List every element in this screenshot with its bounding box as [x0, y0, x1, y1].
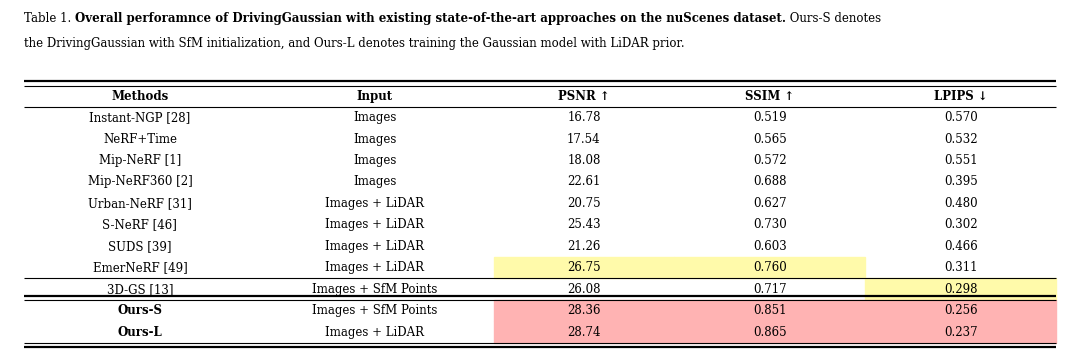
Text: Images: Images — [353, 133, 396, 146]
Text: 20.75: 20.75 — [567, 197, 600, 210]
Text: 21.26: 21.26 — [567, 240, 600, 253]
Text: the DrivingGaussian with SfM initialization, and Ours-L denotes training the Gau: the DrivingGaussian with SfM initializat… — [24, 37, 685, 50]
Text: 0.311: 0.311 — [944, 261, 977, 274]
Text: Table 1.: Table 1. — [24, 12, 75, 25]
Text: 22.61: 22.61 — [567, 176, 600, 188]
Text: Images: Images — [353, 176, 396, 188]
Bar — [865, 279, 1056, 300]
Bar — [865, 300, 1056, 321]
Text: NeRF+Time: NeRF+Time — [103, 133, 177, 146]
Text: 3D-GS [13]: 3D-GS [13] — [107, 283, 173, 296]
Text: 28.74: 28.74 — [567, 326, 600, 339]
Text: 0.298: 0.298 — [944, 283, 977, 296]
Bar — [494, 321, 674, 343]
Text: 0.551: 0.551 — [944, 154, 977, 167]
Text: 18.08: 18.08 — [567, 154, 600, 167]
Text: 0.302: 0.302 — [944, 218, 977, 231]
Text: Overall perforamnce of DrivingGaussian with existing state-of-the-art approaches: Overall perforamnce of DrivingGaussian w… — [75, 12, 786, 25]
Text: 0.603: 0.603 — [753, 240, 786, 253]
Bar — [494, 257, 674, 279]
Text: 0.688: 0.688 — [753, 176, 786, 188]
Text: Images: Images — [353, 111, 396, 124]
Text: PSNR ↑: PSNR ↑ — [558, 90, 610, 103]
Bar — [674, 257, 865, 279]
Text: LPIPS ↓: LPIPS ↓ — [934, 90, 987, 103]
Text: 0.519: 0.519 — [753, 111, 786, 124]
Text: Images + LiDAR: Images + LiDAR — [325, 240, 424, 253]
Text: Images: Images — [353, 154, 396, 167]
Text: 0.717: 0.717 — [753, 283, 786, 296]
Text: 0.627: 0.627 — [753, 197, 786, 210]
Text: Images + LiDAR: Images + LiDAR — [325, 197, 424, 210]
Text: Urban-NeRF [31]: Urban-NeRF [31] — [87, 197, 192, 210]
Text: EmerNeRF [49]: EmerNeRF [49] — [93, 261, 187, 274]
Bar — [494, 300, 674, 321]
Text: Ours-S denotes: Ours-S denotes — [786, 12, 881, 25]
Text: Images + LiDAR: Images + LiDAR — [325, 218, 424, 231]
Text: 0.532: 0.532 — [944, 133, 977, 146]
Text: Ours-L: Ours-L — [118, 326, 162, 339]
Text: Instant-NGP [28]: Instant-NGP [28] — [90, 111, 190, 124]
Text: S-NeRF [46]: S-NeRF [46] — [103, 218, 177, 231]
Text: 0.237: 0.237 — [944, 326, 977, 339]
Text: 26.75: 26.75 — [567, 261, 600, 274]
Text: Ours-S: Ours-S — [118, 304, 162, 317]
Text: 17.54: 17.54 — [567, 133, 600, 146]
Text: 0.851: 0.851 — [753, 304, 786, 317]
Text: 0.466: 0.466 — [944, 240, 977, 253]
Text: 25.43: 25.43 — [567, 218, 600, 231]
Text: Images + SfM Points: Images + SfM Points — [312, 283, 437, 296]
Text: 0.760: 0.760 — [753, 261, 786, 274]
Text: Mip-NeRF360 [2]: Mip-NeRF360 [2] — [87, 176, 192, 188]
Text: 0.395: 0.395 — [944, 176, 977, 188]
Text: 16.78: 16.78 — [567, 111, 600, 124]
Text: 0.480: 0.480 — [944, 197, 977, 210]
Text: 26.08: 26.08 — [567, 283, 600, 296]
Text: Images + LiDAR: Images + LiDAR — [325, 261, 424, 274]
Text: Input: Input — [356, 90, 393, 103]
Bar — [865, 321, 1056, 343]
Text: Images + LiDAR: Images + LiDAR — [325, 326, 424, 339]
Text: 0.572: 0.572 — [753, 154, 786, 167]
Text: Methods: Methods — [111, 90, 168, 103]
Text: 0.865: 0.865 — [753, 326, 786, 339]
Bar — [674, 321, 865, 343]
Text: Images + SfM Points: Images + SfM Points — [312, 304, 437, 317]
Text: 0.256: 0.256 — [944, 304, 977, 317]
Text: SUDS [39]: SUDS [39] — [108, 240, 172, 253]
Text: Mip-NeRF [1]: Mip-NeRF [1] — [98, 154, 181, 167]
Bar — [674, 300, 865, 321]
Text: 0.570: 0.570 — [944, 111, 977, 124]
Text: SSIM ↑: SSIM ↑ — [745, 90, 795, 103]
Text: 0.565: 0.565 — [753, 133, 786, 146]
Text: 0.730: 0.730 — [753, 218, 786, 231]
Text: 28.36: 28.36 — [567, 304, 600, 317]
